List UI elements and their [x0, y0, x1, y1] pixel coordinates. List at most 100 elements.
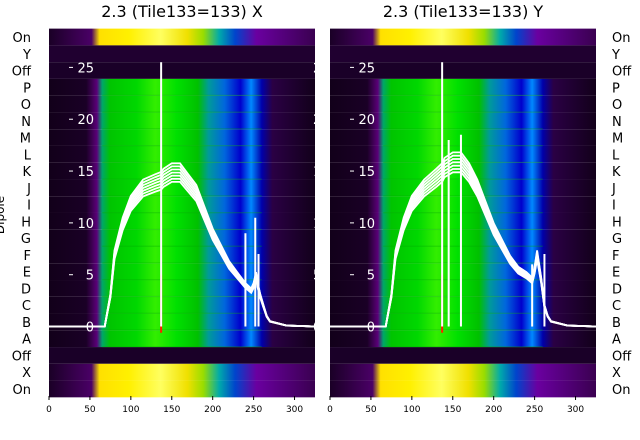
heatmap-row: [330, 380, 596, 398]
heatmap-row: [49, 212, 315, 230]
heatmap-row: [330, 246, 596, 264]
heatmap-row-separator: [383, 145, 543, 147]
heatmap-row: [330, 196, 596, 213]
heatmap-row-separator: [102, 262, 262, 264]
heatmap-row: [330, 45, 596, 63]
heatmap-row: [330, 78, 596, 96]
y-category-label: P: [23, 81, 31, 96]
overlay-tick-label: 20: [77, 113, 94, 128]
heatmap-row: [330, 129, 596, 146]
y-category-label: A: [612, 333, 621, 348]
heatmap-row-separator: [383, 346, 543, 348]
overlay-tick-label-right: 10: [313, 217, 330, 232]
y-category-label: Off: [12, 65, 32, 80]
x-tick-label: 250: [526, 405, 543, 415]
heatmap-row-separator: [102, 312, 262, 314]
heatmap-row: [330, 280, 596, 297]
y-category-label: Y: [22, 48, 31, 63]
x-tick-label: 200: [485, 405, 502, 415]
chart-panel: 2.3 (Tile133=133) YOnYOffPONMLKJIHGFEDCB…: [327, 2, 632, 415]
heatmap-row-separator: [102, 145, 262, 147]
y-category-label: L: [612, 148, 620, 163]
heatmap-row-separator: [102, 346, 262, 348]
heatmap-row-separator: [383, 329, 543, 331]
heatmap-row-separator: [383, 111, 543, 113]
x-tick-label: 100: [122, 405, 139, 415]
heatmap-row-separator: [102, 128, 262, 130]
y-axis-label: Dipole: [0, 196, 7, 234]
y-category-label: A: [22, 333, 31, 348]
heatmap-row: [49, 280, 315, 297]
y-category-label: N: [612, 115, 622, 130]
overlay-tick-label: 25: [77, 61, 94, 76]
heatmap-row-separator: [383, 262, 543, 264]
heatmap-row: [49, 145, 315, 163]
y-category-label: P: [612, 81, 620, 96]
chart-panel: 2.3 (Tile133=133) XOnYOffPONMLKJIHGFEDCB…: [0, 2, 330, 415]
y-category-label: K: [612, 165, 621, 180]
y-category-label: X: [612, 366, 621, 381]
heatmap-row-separator: [383, 195, 543, 197]
heatmap-row: [49, 28, 315, 46]
heatmap-row-separator: [102, 329, 262, 331]
y-category-label: O: [21, 98, 31, 113]
heatmap-row: [330, 212, 596, 230]
heatmap-row: [49, 380, 315, 398]
heatmap-row: [49, 62, 315, 79]
x-tick-label: 300: [567, 405, 584, 415]
y-category-label: G: [612, 232, 622, 247]
y-category-label: Off: [612, 65, 632, 80]
heatmap-row: [49, 196, 315, 213]
heatmap-row: [49, 296, 315, 314]
x-tick-label: 100: [403, 405, 420, 415]
y-category-label: L: [24, 148, 32, 163]
heatmap-row: [49, 246, 315, 264]
overlay-tick-label: 15: [77, 165, 94, 180]
heatmap-row-separator: [383, 245, 543, 247]
overlay-tick-label: 25: [358, 61, 375, 76]
heatmap-row-separator: [383, 128, 543, 130]
y-category-label: H: [21, 215, 31, 230]
y-category-label: C: [612, 299, 621, 314]
y-category-label: Y: [611, 48, 620, 63]
y-category-label: On: [612, 31, 630, 46]
y-category-label: C: [22, 299, 31, 314]
y-category-label: B: [612, 316, 621, 331]
heatmap-row-separator: [383, 212, 543, 214]
x-tick-label: 300: [286, 405, 303, 415]
overlay-tick-label-right: 0: [313, 321, 321, 336]
heatmap-row-separator: [102, 279, 262, 281]
heatmap-row: [49, 330, 315, 348]
y-category-label: F: [24, 249, 31, 264]
heatmap-row: [49, 112, 315, 130]
overlay-tick-label: 0: [367, 321, 375, 336]
y-category-label: J: [611, 182, 616, 197]
overlay-trace: [49, 162, 316, 328]
overlay-trace: [330, 151, 597, 328]
y-category-label: X: [22, 366, 31, 381]
overlay-tick-label: 0: [86, 321, 94, 336]
heatmap-row-separator: [102, 195, 262, 197]
y-category-label: N: [21, 115, 31, 130]
overlay-tick-label-right: 5: [313, 269, 321, 284]
y-category-label: D: [21, 282, 31, 297]
y-category-label: Off: [612, 349, 632, 364]
heatmap-row-separator: [102, 94, 262, 96]
heatmap-row-separator: [102, 111, 262, 113]
heatmap-row: [330, 363, 596, 381]
heatmap-row: [49, 363, 315, 381]
heatmap-row: [330, 28, 596, 46]
overlay-tick-label: 5: [86, 269, 94, 284]
heatmap-row-separator: [383, 279, 543, 281]
overlay-tick-label: 10: [77, 217, 94, 232]
x-tick-label: 0: [46, 405, 52, 415]
x-tick-label: 50: [365, 405, 377, 415]
heatmap-row: [330, 112, 596, 130]
y-category-label: On: [612, 383, 630, 398]
heatmap-row-separator: [102, 161, 262, 164]
heatmap-row: [49, 229, 315, 247]
heatmap-row-separator: [102, 212, 262, 214]
heatmap-row: [49, 263, 315, 281]
heatmap-row-separator: [383, 228, 543, 231]
